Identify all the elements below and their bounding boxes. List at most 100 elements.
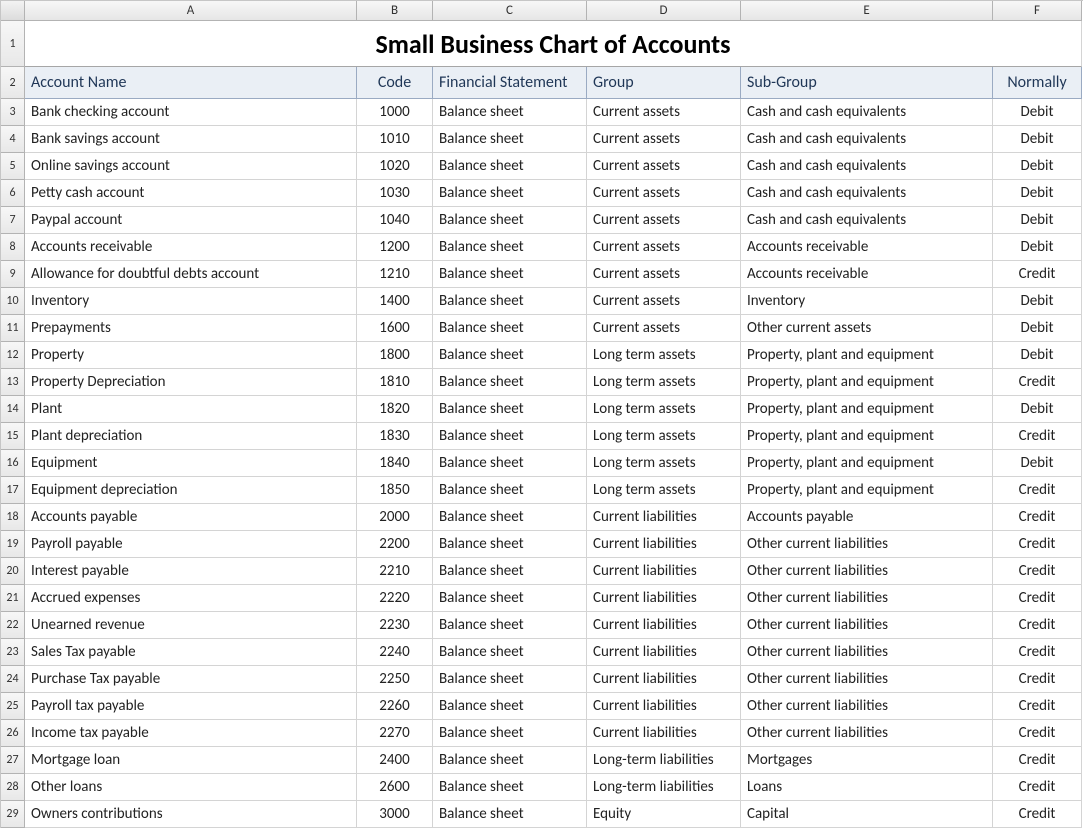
cell[interactable]: Other current liabilities — [741, 666, 993, 693]
cell[interactable]: Credit — [993, 801, 1082, 828]
cell[interactable]: Debit — [993, 342, 1082, 369]
cell[interactable]: Cash and cash equivalents — [741, 99, 993, 126]
cell[interactable]: 2210 — [357, 558, 433, 585]
row-header-28[interactable]: 28 — [1, 774, 25, 801]
cell[interactable]: 1020 — [357, 153, 433, 180]
cell[interactable]: Long-term liabilities — [587, 774, 741, 801]
cell[interactable]: Balance sheet — [433, 342, 587, 369]
row-header-26[interactable]: 26 — [1, 720, 25, 747]
cell[interactable]: 2270 — [357, 720, 433, 747]
row-header-9[interactable]: 9 — [1, 261, 25, 288]
row-header-11[interactable]: 11 — [1, 315, 25, 342]
cell[interactable]: 2230 — [357, 612, 433, 639]
cell[interactable]: Balance sheet — [433, 504, 587, 531]
cell[interactable]: Current liabilities — [587, 693, 741, 720]
cell[interactable]: Balance sheet — [433, 747, 587, 774]
cell[interactable]: Balance sheet — [433, 423, 587, 450]
row-header-8[interactable]: 8 — [1, 234, 25, 261]
cell[interactable]: Equity — [587, 801, 741, 828]
cell[interactable]: 2600 — [357, 774, 433, 801]
cell[interactable]: Current assets — [587, 99, 741, 126]
cell[interactable]: Accounts payable — [741, 504, 993, 531]
cell[interactable]: Credit — [993, 639, 1082, 666]
cell[interactable]: 2240 — [357, 639, 433, 666]
cell[interactable]: Credit — [993, 720, 1082, 747]
cell[interactable]: Loans — [741, 774, 993, 801]
header-sub-group[interactable]: Sub-Group — [741, 67, 993, 99]
cell[interactable]: Balance sheet — [433, 207, 587, 234]
cell[interactable]: Current assets — [587, 153, 741, 180]
row-header-4[interactable]: 4 — [1, 126, 25, 153]
cell[interactable]: Unearned revenue — [25, 612, 357, 639]
cell[interactable]: Mortgages — [741, 747, 993, 774]
cell[interactable]: Balance sheet — [433, 558, 587, 585]
cell[interactable]: Income tax payable — [25, 720, 357, 747]
row-header-6[interactable]: 6 — [1, 180, 25, 207]
cell[interactable]: 1800 — [357, 342, 433, 369]
cell[interactable]: Cash and cash equivalents — [741, 126, 993, 153]
cell[interactable]: Inventory — [25, 288, 357, 315]
col-header-C[interactable]: C — [433, 1, 587, 21]
cell[interactable]: Balance sheet — [433, 99, 587, 126]
cell[interactable]: Balance sheet — [433, 666, 587, 693]
cell[interactable]: Credit — [993, 504, 1082, 531]
cell[interactable]: Credit — [993, 369, 1082, 396]
header-code[interactable]: Code — [357, 67, 433, 99]
cell[interactable]: Long-term liabilities — [587, 747, 741, 774]
header-normally[interactable]: Normally — [993, 67, 1082, 99]
col-header-B[interactable]: B — [357, 1, 433, 21]
header-group[interactable]: Group — [587, 67, 741, 99]
cell[interactable]: Purchase Tax payable — [25, 666, 357, 693]
cell[interactable]: Bank savings account — [25, 126, 357, 153]
cell[interactable]: Current assets — [587, 315, 741, 342]
row-header-10[interactable]: 10 — [1, 288, 25, 315]
cell[interactable]: 1040 — [357, 207, 433, 234]
cell[interactable]: Equipment — [25, 450, 357, 477]
cell[interactable]: 1840 — [357, 450, 433, 477]
cell[interactable]: Debit — [993, 288, 1082, 315]
cell[interactable]: Debit — [993, 396, 1082, 423]
cell[interactable]: Long term assets — [587, 369, 741, 396]
cell[interactable]: Bank checking account — [25, 99, 357, 126]
header-account-name[interactable]: Account Name — [25, 67, 357, 99]
row-header-18[interactable]: 18 — [1, 504, 25, 531]
cell[interactable]: 2220 — [357, 585, 433, 612]
cell[interactable]: Other current assets — [741, 315, 993, 342]
cell[interactable]: 1000 — [357, 99, 433, 126]
cell[interactable]: Balance sheet — [433, 774, 587, 801]
cell[interactable]: Debit — [993, 315, 1082, 342]
cell[interactable]: Credit — [993, 477, 1082, 504]
cell[interactable]: 1830 — [357, 423, 433, 450]
cell[interactable]: Long term assets — [587, 423, 741, 450]
cell[interactable]: Cash and cash equivalents — [741, 207, 993, 234]
cell[interactable]: 2000 — [357, 504, 433, 531]
cell[interactable]: 2250 — [357, 666, 433, 693]
cell[interactable]: Credit — [993, 531, 1082, 558]
cell[interactable]: Current assets — [587, 180, 741, 207]
cell[interactable]: Mortgage loan — [25, 747, 357, 774]
cell[interactable]: Debit — [993, 450, 1082, 477]
cell[interactable]: Current liabilities — [587, 612, 741, 639]
cell[interactable]: Current liabilities — [587, 720, 741, 747]
header-financial-statement[interactable]: Financial Statement — [433, 67, 587, 99]
cell[interactable]: Cash and cash equivalents — [741, 153, 993, 180]
row-header-24[interactable]: 24 — [1, 666, 25, 693]
col-header-F[interactable]: F — [993, 1, 1082, 21]
cell[interactable]: Balance sheet — [433, 450, 587, 477]
cell[interactable]: 1810 — [357, 369, 433, 396]
cell[interactable]: 2200 — [357, 531, 433, 558]
cell[interactable]: Payroll payable — [25, 531, 357, 558]
cell[interactable]: Balance sheet — [433, 639, 587, 666]
cell[interactable]: Other current liabilities — [741, 693, 993, 720]
cell[interactable]: Balance sheet — [433, 261, 587, 288]
cell[interactable]: Capital — [741, 801, 993, 828]
cell[interactable]: Paypal account — [25, 207, 357, 234]
cell[interactable]: Balance sheet — [433, 369, 587, 396]
cell[interactable]: Accounts payable — [25, 504, 357, 531]
cell[interactable]: Balance sheet — [433, 126, 587, 153]
cell[interactable]: Other current liabilities — [741, 558, 993, 585]
row-header-7[interactable]: 7 — [1, 207, 25, 234]
sheet-title[interactable]: Small Business Chart of Accounts — [25, 21, 1082, 67]
cell[interactable]: Other current liabilities — [741, 639, 993, 666]
cell[interactable]: Current assets — [587, 126, 741, 153]
